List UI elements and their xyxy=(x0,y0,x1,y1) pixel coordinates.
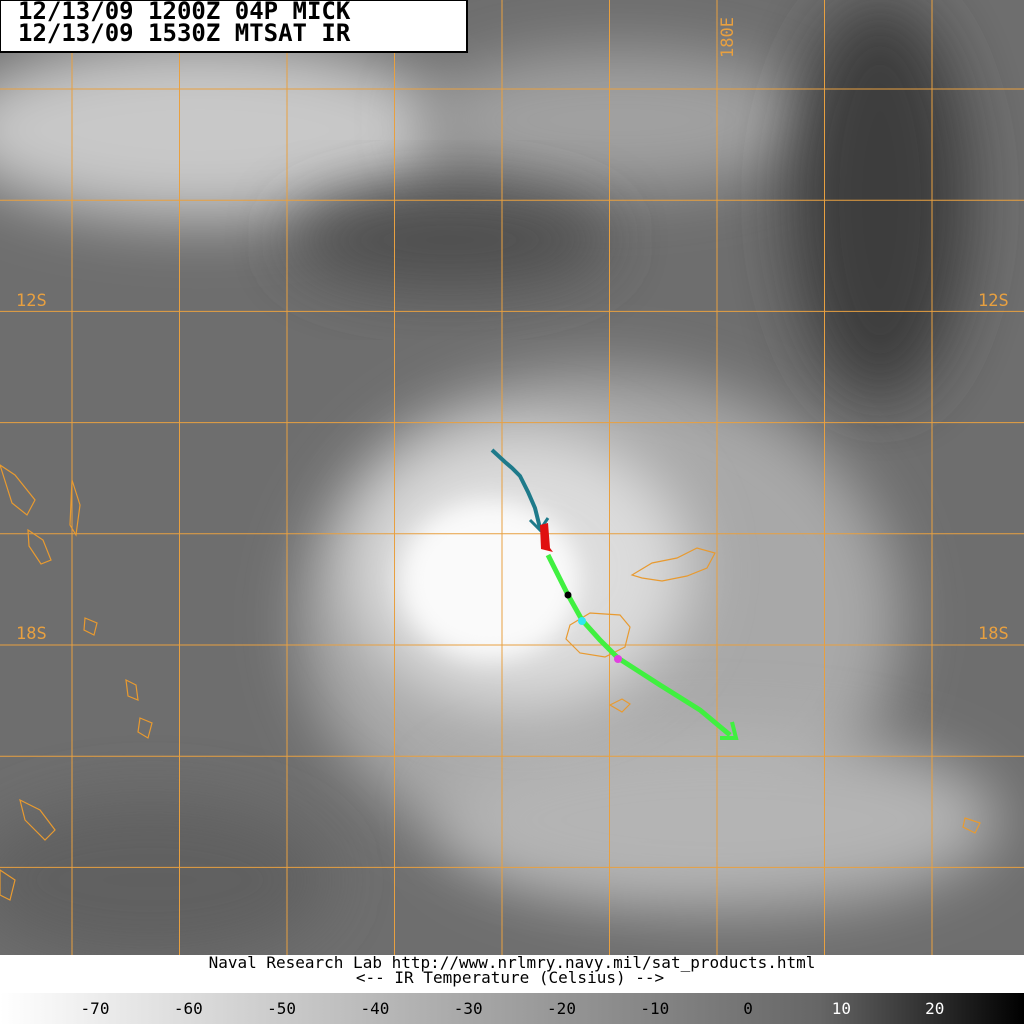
island xyxy=(608,698,631,713)
scale-title: <-- IR Temperature (Celsius) --> xyxy=(356,968,664,987)
colorbar-tick-label: -70 xyxy=(81,999,110,1018)
forecast-track xyxy=(545,553,732,737)
cloud-imagery xyxy=(0,0,1024,960)
header-line: 12/13/09 1530Z MTSAT IR xyxy=(18,19,351,47)
island xyxy=(83,617,98,636)
island xyxy=(69,479,81,537)
footer-background xyxy=(0,955,1024,993)
island xyxy=(27,528,52,565)
island xyxy=(137,717,153,739)
credit: Naval Research Lab http://www.nrlmry.nav… xyxy=(209,953,816,972)
header-box: 12/13/09 1200Z 04P MICK 12/13/09 1530Z M… xyxy=(0,0,468,53)
lat-lon-grid xyxy=(0,0,1024,955)
colorbar-tick-label: 20 xyxy=(925,999,944,1018)
colorbar-tick-label: -50 xyxy=(267,999,296,1018)
coastlines xyxy=(0,464,981,901)
lat-label: 12S xyxy=(978,291,1009,311)
colorbar-tick-label: -10 xyxy=(640,999,669,1018)
forecast-point xyxy=(578,617,586,625)
colorbar xyxy=(0,993,1024,1024)
island xyxy=(565,612,631,658)
island xyxy=(19,798,56,841)
colorbar-tick-label: 10 xyxy=(832,999,851,1018)
track-arrow xyxy=(528,517,550,533)
island xyxy=(630,547,716,582)
island xyxy=(0,464,36,516)
colorbar-tick-label: -30 xyxy=(454,999,483,1018)
forecast-point xyxy=(564,591,572,599)
forecast-point xyxy=(614,655,622,663)
header-background xyxy=(0,0,468,53)
header-line: 12/13/09 1200Z 04P MICK xyxy=(18,0,351,25)
island xyxy=(0,869,16,901)
island xyxy=(125,678,139,701)
lat-label: 18S xyxy=(978,624,1009,644)
lon-label: 180E xyxy=(718,17,738,58)
colorbar-tick-label: -60 xyxy=(174,999,203,1018)
track-arrow xyxy=(720,721,739,740)
past-track xyxy=(490,448,542,529)
lat-label: 18S xyxy=(16,624,47,644)
footer: Naval Research Lab http://www.nrlmry.nav… xyxy=(0,953,1024,1024)
colorbar-tick-label: -40 xyxy=(360,999,389,1018)
current-segment xyxy=(540,523,553,552)
lat-label: 12S xyxy=(16,291,47,311)
colorbar-ticks: -70 -60 -50 -40 -30 -20 -10 0 10 20 xyxy=(81,999,945,1018)
colorbar-tick-label: 0 xyxy=(743,999,753,1018)
colorbar-tick-label: -20 xyxy=(547,999,576,1018)
island xyxy=(962,817,981,834)
storm-track xyxy=(490,448,739,740)
grid-labels: 12S 12S 18S 18S 180E xyxy=(16,17,1009,644)
